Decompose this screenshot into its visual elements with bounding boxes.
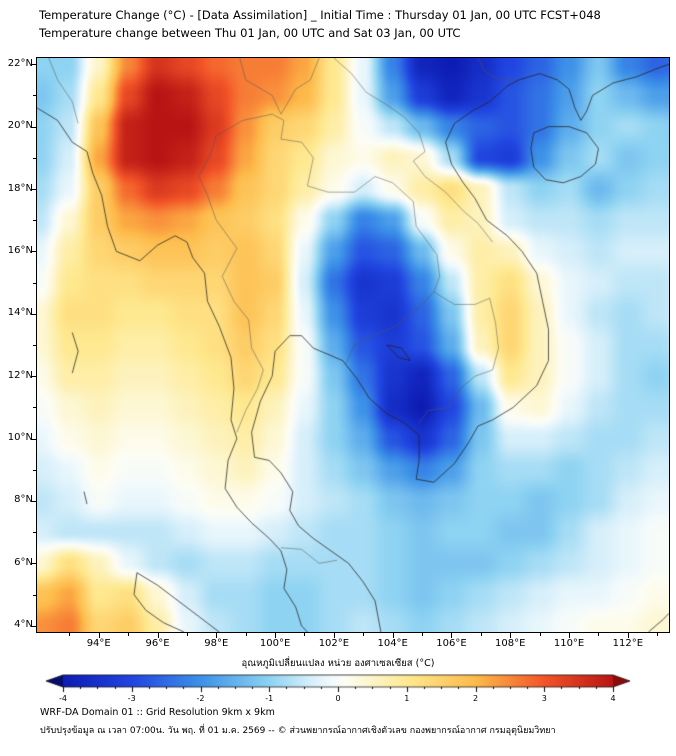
footer-update-info: ปรับปรุงข้อมูล ณ เวลา 07:00น. วัน พฤ. ที… xyxy=(40,726,556,736)
lat-axis-label: 8°N xyxy=(14,494,33,506)
colorbar-tick-label: -2 xyxy=(196,694,205,703)
lat-tick-mark xyxy=(31,625,36,627)
lat-tick-mark xyxy=(31,376,36,378)
lat-axis-label: 22°N xyxy=(7,57,33,69)
lat-axis-label: 18°N xyxy=(7,182,33,194)
lat-axis-label: 10°N xyxy=(7,432,33,444)
colorbar: อุณหภูมิเปลี่ยนแปลง หน่วย องศาเซลเซียส (… xyxy=(38,656,638,705)
lat-minor-tick xyxy=(33,407,36,409)
lon-tick-mark xyxy=(98,633,100,638)
lon-axis-label: 98°E xyxy=(204,638,229,649)
lat-tick-mark xyxy=(31,438,36,440)
lat-minor-tick xyxy=(33,282,36,284)
lon-minor-tick xyxy=(422,633,424,636)
colorbar-tick-label: 3 xyxy=(541,694,547,703)
lon-minor-tick xyxy=(304,633,306,636)
lon-minor-tick xyxy=(363,633,365,636)
lat-minor-tick xyxy=(33,95,36,97)
lat-tick-mark xyxy=(31,500,36,502)
lon-minor-tick xyxy=(69,633,71,636)
colorbar-tick-label: -4 xyxy=(59,694,67,703)
lon-axis-label: 110°E xyxy=(553,638,585,649)
lon-axis-label: 94°E xyxy=(86,638,111,649)
lat-tick-mark xyxy=(31,251,36,253)
lon-tick-mark xyxy=(569,633,571,638)
lon-tick-mark xyxy=(451,633,453,638)
colorbar-tick-label: 0 xyxy=(335,694,341,703)
colorbar-tick-labels: -4 -3 -2 -1 0 1 2 3 4 xyxy=(38,694,638,705)
colorbar-tick-label: -1 xyxy=(265,694,274,703)
lat-tick-mark xyxy=(31,563,36,565)
lon-axis-label: 102°E xyxy=(318,638,350,649)
lon-tick-mark xyxy=(157,633,159,638)
footer-domain-info: WRF-DA Domain 01 :: Grid Resolution 9km … xyxy=(40,707,275,718)
colorbar-canvas xyxy=(38,674,638,694)
colorbar-tick-label: -3 xyxy=(127,694,136,703)
lat-axis-label: 16°N xyxy=(7,244,33,256)
map-canvas xyxy=(37,58,669,632)
lon-minor-tick xyxy=(539,633,541,636)
lat-axis-label: 4°N xyxy=(14,619,33,631)
lat-minor-tick xyxy=(33,157,36,159)
lon-minor-tick xyxy=(598,633,600,636)
colorbar-label: อุณหภูมิเปลี่ยนแปลง หน่วย องศาเซลเซียส (… xyxy=(241,658,435,669)
lat-minor-tick xyxy=(33,345,36,346)
lon-axis-label: 100°E xyxy=(259,638,291,649)
lon-tick-mark xyxy=(510,633,512,638)
lon-tick-mark xyxy=(333,633,335,638)
lon-minor-tick xyxy=(657,633,659,636)
lon-axis-label: 96°E xyxy=(145,638,170,649)
lon-tick-mark xyxy=(392,633,394,638)
lon-axis-label: 108°E xyxy=(495,638,526,649)
lat-axis-label: 6°N xyxy=(14,556,33,568)
lon-tick-mark xyxy=(275,633,277,638)
lon-tick-mark xyxy=(627,633,629,638)
lat-tick-mark xyxy=(31,189,36,191)
lon-minor-tick xyxy=(480,633,482,636)
colorbar-tick-label: 4 xyxy=(610,694,616,703)
lon-minor-tick xyxy=(186,633,188,636)
map-plot-area xyxy=(36,57,670,633)
lat-axis-label: 14°N xyxy=(7,307,33,319)
lat-minor-tick xyxy=(33,594,36,596)
lon-minor-tick xyxy=(128,633,130,636)
lon-axis-label: 106°E xyxy=(436,638,467,649)
colorbar-tick-label: 2 xyxy=(472,694,479,703)
lon-axis-label: 112°E xyxy=(612,638,644,649)
lat-minor-tick xyxy=(33,532,36,534)
lat-axis-label: 12°N xyxy=(7,369,33,381)
lat-minor-tick xyxy=(33,220,36,222)
colorbar-tick-label: 1 xyxy=(404,694,410,703)
lat-axis-label: 20°N xyxy=(7,120,33,132)
page-title: Temperature Change (°C) - [Data Assimila… xyxy=(39,8,601,22)
lon-minor-tick xyxy=(245,633,247,636)
page-subtitle: Temperature change between Thu 01 Jan, 0… xyxy=(39,26,461,40)
lat-minor-tick xyxy=(33,469,36,471)
lat-tick-mark xyxy=(31,126,36,128)
lon-tick-mark xyxy=(216,633,218,638)
lat-tick-mark xyxy=(31,313,36,315)
lon-axis-label: 104°E xyxy=(377,638,408,649)
lat-tick-mark xyxy=(31,64,36,66)
